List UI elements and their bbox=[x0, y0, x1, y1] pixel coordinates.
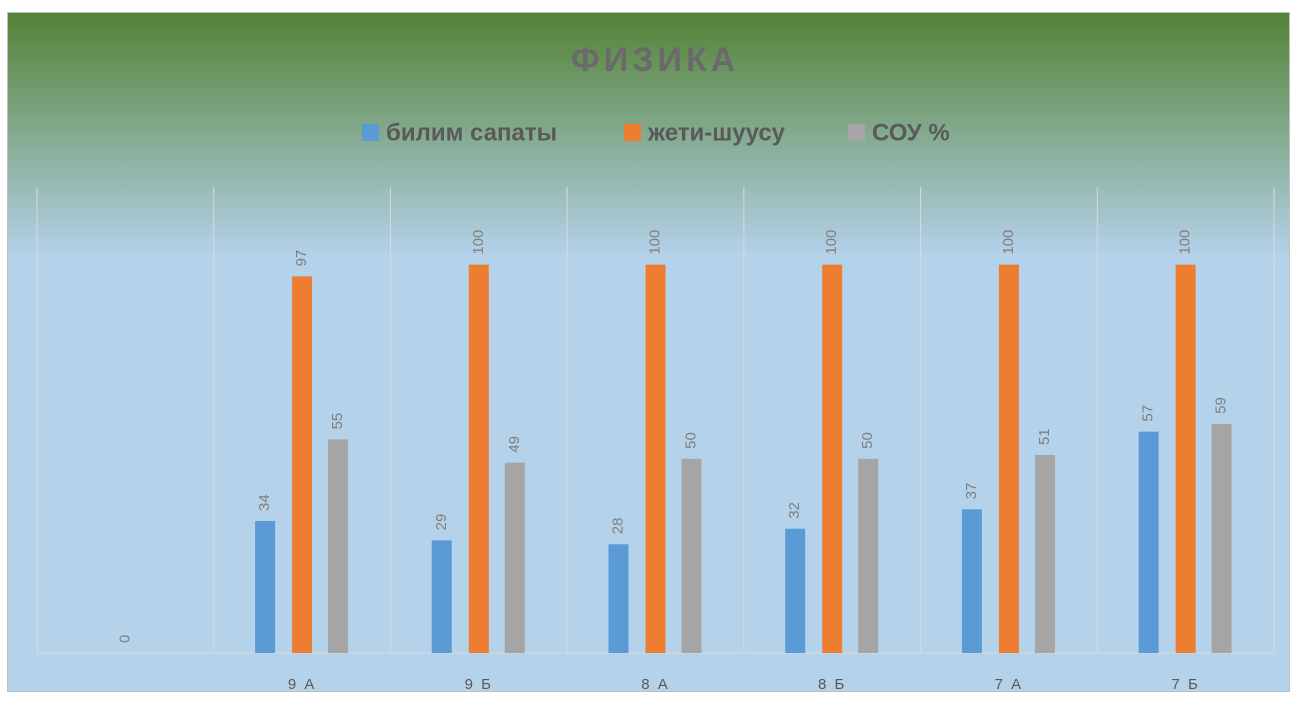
bar bbox=[468, 264, 489, 653]
bar bbox=[1175, 264, 1196, 653]
bar bbox=[292, 276, 313, 653]
data-label: 50 bbox=[682, 432, 699, 449]
bar bbox=[1211, 423, 1232, 653]
bar bbox=[504, 462, 525, 653]
bar bbox=[328, 439, 349, 653]
data-label: 29 bbox=[433, 514, 450, 531]
data-label: 55 bbox=[329, 413, 346, 430]
legend-swatch bbox=[362, 124, 379, 141]
bar bbox=[608, 544, 629, 653]
legend: билим сапаты жети-шуусу СОУ % bbox=[362, 119, 950, 146]
data-label: 100 bbox=[646, 230, 663, 255]
bar bbox=[858, 458, 879, 653]
bar bbox=[255, 520, 276, 653]
data-label: 97 bbox=[293, 250, 310, 267]
legend-label: СОУ % bbox=[872, 119, 950, 146]
x-tick-label: 7 Б bbox=[1171, 676, 1199, 693]
x-tick-label: 7 А bbox=[995, 676, 1024, 693]
x-tick-label: 9 Б bbox=[465, 676, 493, 693]
legend-label: билим сапаты bbox=[386, 119, 557, 146]
bar bbox=[1034, 454, 1055, 653]
bar bbox=[785, 528, 806, 653]
data-label: 100 bbox=[1177, 230, 1194, 255]
data-label: 100 bbox=[1000, 230, 1017, 255]
data-label: 57 bbox=[1140, 405, 1157, 422]
bar bbox=[645, 264, 666, 653]
data-label: 37 bbox=[963, 483, 980, 500]
data-label: 51 bbox=[1036, 428, 1053, 445]
bar bbox=[1138, 431, 1159, 653]
data-label: 34 bbox=[256, 494, 273, 511]
bar bbox=[431, 540, 452, 653]
data-label: 49 bbox=[506, 436, 523, 453]
bar bbox=[998, 264, 1019, 653]
chart-title: ФИЗИКА bbox=[571, 41, 740, 79]
x-tick-label: 8 Б bbox=[818, 676, 846, 693]
data-label: 28 bbox=[609, 518, 626, 535]
data-label: 100 bbox=[470, 230, 487, 255]
bar bbox=[961, 509, 982, 653]
data-label: 32 bbox=[786, 502, 803, 519]
data-label: 0 bbox=[116, 635, 133, 643]
data-label: 50 bbox=[859, 432, 876, 449]
data-label: 100 bbox=[823, 230, 840, 255]
bar bbox=[822, 264, 843, 653]
data-label: 59 bbox=[1213, 397, 1230, 414]
bar bbox=[681, 458, 702, 653]
legend-swatch bbox=[848, 124, 865, 141]
legend-label: жети-шуусу bbox=[647, 119, 786, 146]
x-tick-label: 9 А bbox=[288, 676, 317, 693]
x-tick-label: 8 А bbox=[641, 676, 670, 693]
legend-swatch bbox=[624, 124, 641, 141]
